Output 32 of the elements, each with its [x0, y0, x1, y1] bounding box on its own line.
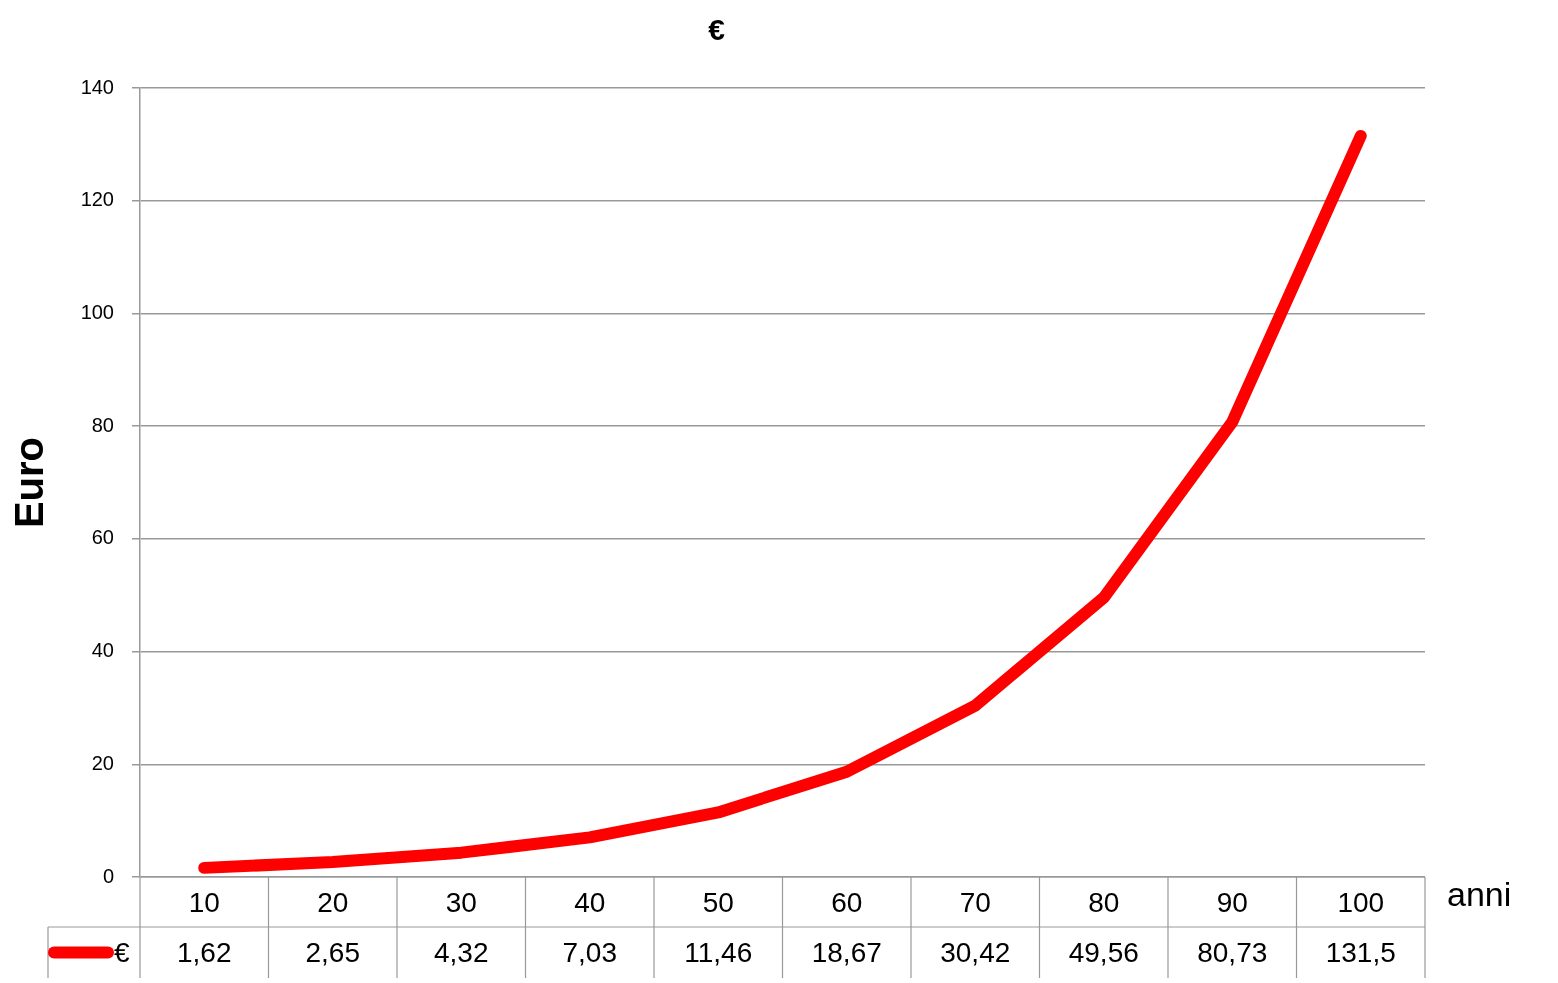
x-tick-label: 60 — [831, 886, 863, 918]
x-tick-label: 30 — [445, 886, 477, 918]
x-tick-label: 40 — [574, 886, 606, 918]
data-label: 80,73 — [1197, 937, 1268, 969]
data-label: 1,62 — [177, 937, 232, 969]
data-label: 49,56 — [1068, 937, 1139, 969]
x-tick-label: 80 — [1088, 886, 1120, 918]
x-tick-label: 70 — [959, 886, 991, 918]
y-tick-label: 120 — [80, 188, 114, 211]
data-label: 30,42 — [940, 937, 1011, 969]
x-tick-label: 10 — [188, 886, 220, 918]
data-label: 2,65 — [305, 937, 360, 969]
y-tick-label: 100 — [80, 300, 114, 323]
data-label: 131,5 — [1325, 937, 1396, 969]
y-tick-label: 60 — [91, 526, 114, 549]
legend-label: € — [114, 937, 130, 969]
y-axis-title: Euro — [7, 436, 52, 529]
x-axis-title: anni — [1447, 875, 1512, 914]
y-tick-label: 140 — [80, 75, 114, 98]
y-tick-label: 80 — [91, 413, 114, 436]
y-tick-label: 20 — [91, 751, 114, 774]
data-label: 11,46 — [684, 937, 753, 969]
y-tick-label: 40 — [91, 639, 114, 662]
x-tick-label: 20 — [317, 886, 349, 918]
x-tick-label: 100 — [1337, 886, 1385, 918]
chart-title: € — [708, 13, 726, 47]
x-tick-label: 90 — [1216, 886, 1248, 918]
data-label: 7,03 — [562, 937, 617, 969]
data-label: 18,67 — [811, 937, 882, 969]
data-label: 4,32 — [434, 937, 489, 969]
y-tick-label: 0 — [102, 864, 114, 887]
x-tick-label: 50 — [702, 886, 734, 918]
